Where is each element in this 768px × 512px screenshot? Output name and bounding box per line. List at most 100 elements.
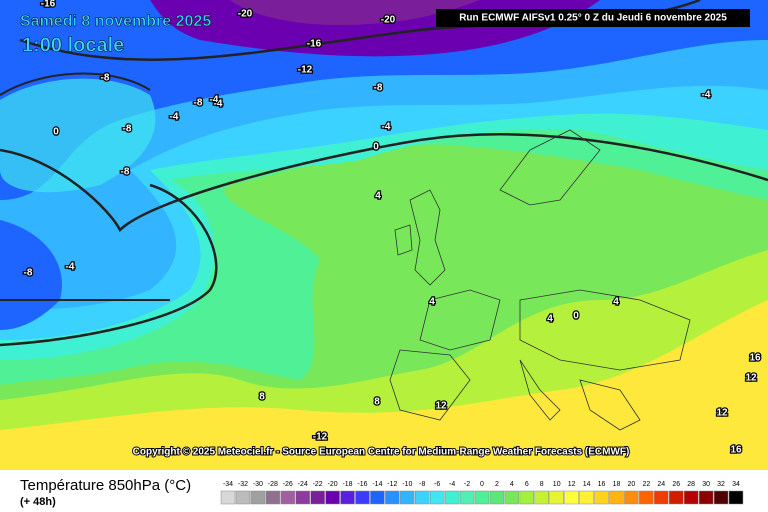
colorbar-label: 24 (657, 481, 665, 488)
contour-label: -20 (381, 15, 396, 26)
colorbar-label: -16 (357, 481, 367, 488)
colorbar-label: -30 (253, 481, 263, 488)
colorbar-label: 22 (642, 481, 650, 488)
colorbar-label: 0 (480, 481, 484, 488)
contour-label: -20 (238, 9, 253, 20)
colorbar-label: -4 (449, 481, 455, 488)
colorbar-swatch (534, 490, 549, 505)
colorbar-label: -26 (283, 481, 293, 488)
colorbar-swatch (355, 490, 370, 505)
contour-label: -8 (194, 98, 203, 109)
colorbar-label: 6 (525, 481, 529, 488)
contour-label: 0 (53, 127, 59, 138)
contour-label: 8 (259, 392, 265, 403)
colorbar-swatch (340, 490, 355, 505)
colorbar-label: -24 (298, 481, 308, 488)
run-box (436, 9, 750, 27)
contour-label: 12 (716, 408, 728, 419)
contour-labels: -20-20-16-16-12-8-8-4-4-8-8-80-4-8-4-40-… (22, 0, 762, 457)
contour-label: 12 (435, 401, 447, 412)
colorbar-label: -28 (268, 481, 278, 488)
colorbar-label: 14 (583, 481, 591, 488)
colorbar-swatch (235, 490, 251, 505)
colorbar-swatch (594, 490, 609, 505)
colorbar-swatch (609, 490, 624, 505)
colorbar-swatch (504, 490, 520, 505)
colorbar-swatch (669, 490, 684, 505)
legend-title: Température 850hPa (°C) (20, 477, 191, 494)
contour-label: -4 (382, 122, 391, 133)
colorbar-swatch (295, 490, 310, 505)
colorbar-label: -12 (387, 481, 397, 488)
contour-label: 0 (373, 142, 379, 153)
colorbar-label: -8 (419, 481, 425, 488)
contour-label: -12 (298, 65, 313, 76)
contour-label: 4 (375, 191, 381, 202)
contour-label: -8 (24, 268, 33, 279)
contour-label: -4 (210, 95, 219, 106)
colorbar-swatch (250, 490, 266, 505)
colorbar-label: 8 (540, 481, 544, 488)
colorbar-swatch (549, 490, 564, 505)
colorbar-swatch (370, 490, 385, 505)
colorbar-swatch (519, 490, 535, 505)
contour-label: 4 (547, 314, 553, 325)
colorbar-label: 4 (510, 481, 514, 488)
colorbar-swatch (624, 490, 639, 505)
colorbar-swatch (325, 490, 340, 505)
colorbar-label: 18 (613, 481, 621, 488)
forecast-time: 1:00 locale (22, 34, 124, 56)
colorbar-label: 28 (687, 481, 695, 488)
colorbar-swatch (489, 490, 505, 505)
contour-label: 0 (573, 311, 579, 322)
contour-label: 16 (749, 353, 761, 364)
colorbar-label: 30 (702, 481, 710, 488)
colorbar-swatch (579, 490, 594, 505)
colorbar-label: 34 (732, 481, 740, 488)
colorbar: -34 -32 -30 -28 -26 -24 -22 -20 -18 -16 -14 -12 -10-… (220, 481, 744, 505)
colorbar-swatch (713, 490, 729, 505)
contour-label: 8 (374, 397, 380, 408)
colorbar-label: -32 (238, 481, 248, 488)
contour-label: 4 (613, 297, 619, 308)
colorbar-swatch (639, 490, 654, 505)
contour-label: -4 (702, 90, 711, 101)
copyright: Copyright © 2025 Meteociel.fr - Source E… (133, 447, 630, 458)
coastlines (389, 129, 691, 431)
colorbar-swatch (400, 490, 415, 505)
contour-label: 4 (429, 297, 435, 308)
colorbar-swatch (429, 490, 445, 505)
colorbar-label: -18 (342, 481, 352, 488)
map-field (0, 0, 768, 470)
colorbar-swatch (265, 490, 281, 505)
contour-label: 12 (745, 373, 757, 384)
contour-label: -12 (313, 432, 328, 443)
colorbar-label: 20 (628, 481, 636, 488)
contour-label: -16 (41, 0, 56, 10)
run-info: Run ECMWF AIFSv1 0.25° 0 Z du Jeudi 6 no… (459, 13, 727, 24)
colorbar-label: 2 (495, 481, 499, 488)
contour-label: -8 (101, 73, 110, 84)
contour-label: -4 (170, 112, 179, 123)
contour-label: -4 (214, 99, 223, 110)
colorbar-swatch (698, 490, 714, 505)
colorbar-swatch (683, 490, 699, 505)
colorbar-label: 12 (568, 481, 576, 488)
colorbar-swatch (654, 490, 669, 505)
colorbar-swatch (474, 490, 490, 505)
colorbar-label: -6 (434, 481, 440, 488)
colorbar-swatch (564, 490, 579, 505)
contour-label: -4 (66, 262, 75, 273)
colorbar-swatch (220, 490, 236, 505)
colorbar-label: -22 (313, 481, 323, 488)
colorbar-label: -20 (328, 481, 338, 488)
colorbar-swatch (728, 490, 744, 505)
colorbar-label: -34 (223, 481, 233, 488)
contour-label: -8 (121, 167, 130, 178)
colorbar-label: -10 (402, 481, 412, 488)
contour-label: -8 (374, 83, 383, 94)
colorbar-label: -2 (464, 481, 470, 488)
colorbar-swatch (310, 490, 325, 505)
colorbar-swatch (444, 490, 460, 505)
